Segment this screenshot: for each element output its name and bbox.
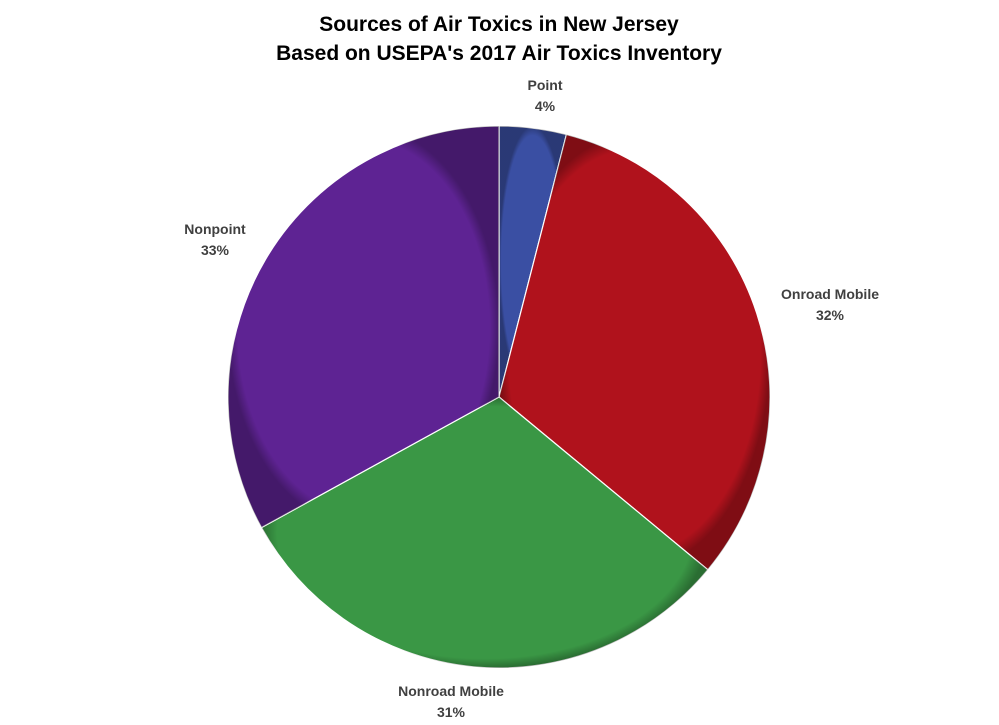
chart-title: Sources of Air Toxics in New Jersey (319, 13, 679, 36)
slice-label-value: 32% (816, 307, 845, 323)
slice-label-name: Nonroad Mobile (398, 683, 504, 699)
slice-label-name: Nonpoint (184, 221, 246, 237)
slice-label-name: Onroad Mobile (781, 286, 879, 302)
slice-labels: Point 4% Onroad Mobile 32% Nonroad Mobile 31%… (184, 77, 879, 720)
chart-subtitle: Based on USEPA's 2017 Air Toxics Invento… (276, 42, 722, 65)
slice-label-value: 4% (535, 98, 556, 114)
pie-slices (227, 125, 771, 669)
slice-label-value: 33% (201, 242, 230, 258)
slice-label-value: 31% (437, 704, 466, 720)
slice-label-name: Point (528, 77, 563, 93)
